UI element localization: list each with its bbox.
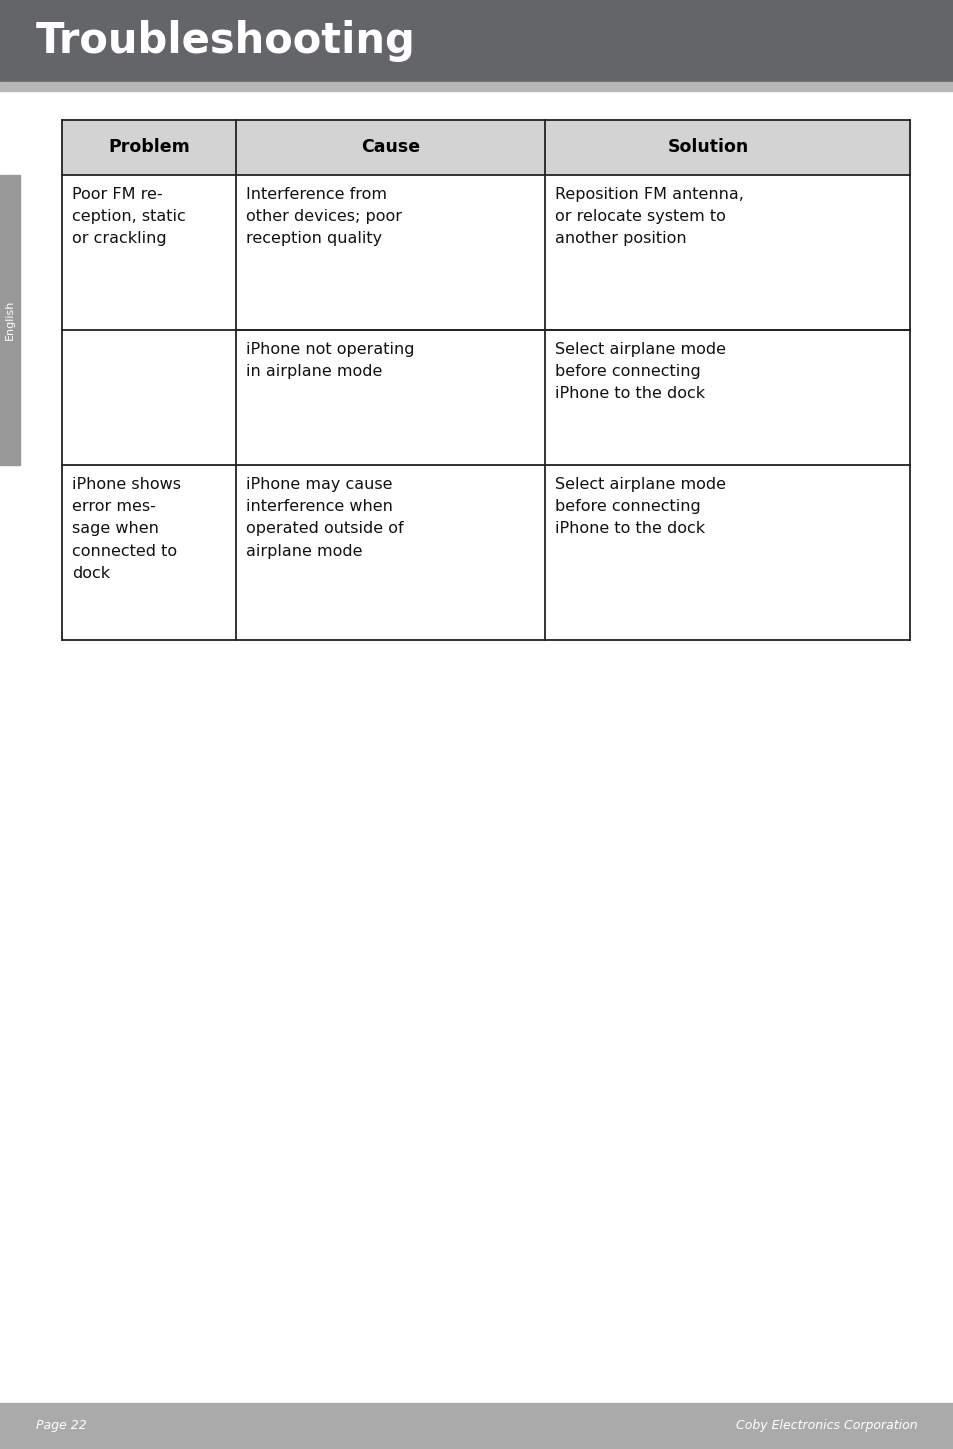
Bar bbox=[0, 1403, 953, 1449]
Text: Reposition FM antenna,
or relocate system to
another position: Reposition FM antenna, or relocate syste… bbox=[555, 187, 743, 246]
Text: Page 22: Page 22 bbox=[36, 1420, 87, 1433]
Text: iPhone shows
error mes-
sage when
connected to
dock: iPhone shows error mes- sage when connec… bbox=[71, 477, 181, 581]
Bar bbox=[62, 175, 909, 330]
Text: Interference from
other devices; poor
reception quality: Interference from other devices; poor re… bbox=[246, 187, 401, 246]
Text: Troubleshooting: Troubleshooting bbox=[36, 20, 416, 62]
Text: Poor FM re-
ception, static
or crackling: Poor FM re- ception, static or crackling bbox=[71, 187, 186, 246]
Text: Solution: Solution bbox=[667, 139, 748, 156]
Text: iPhone not operating
in airplane mode: iPhone not operating in airplane mode bbox=[246, 342, 414, 380]
Bar bbox=[62, 330, 909, 465]
Bar bbox=[0, 0, 953, 83]
Bar bbox=[0, 175, 20, 465]
Bar bbox=[62, 465, 909, 640]
Text: Problem: Problem bbox=[108, 139, 190, 156]
Bar bbox=[62, 120, 909, 175]
Text: iPhone may cause
interference when
operated outside of
airplane mode: iPhone may cause interference when opera… bbox=[246, 477, 403, 559]
Text: Select airplane mode
before connecting
iPhone to the dock: Select airplane mode before connecting i… bbox=[555, 477, 725, 536]
Bar bbox=[0, 83, 953, 91]
Text: Select airplane mode
before connecting
iPhone to the dock: Select airplane mode before connecting i… bbox=[555, 342, 725, 401]
Text: Coby Electronics Corporation: Coby Electronics Corporation bbox=[736, 1420, 917, 1433]
Text: Cause: Cause bbox=[360, 139, 419, 156]
Text: English: English bbox=[5, 300, 15, 341]
